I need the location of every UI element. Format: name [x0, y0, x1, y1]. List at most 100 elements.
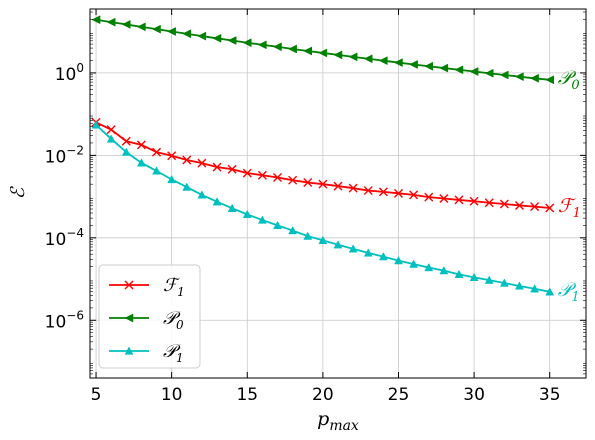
data-point	[197, 31, 207, 41]
marker-stroke	[242, 168, 252, 178]
data-point	[333, 50, 343, 60]
marker-stroke	[152, 147, 162, 157]
marker-stroke	[514, 200, 524, 210]
y-tick-label: 10−2	[45, 143, 84, 167]
x-tick-label: 30	[463, 385, 485, 405]
marker-stroke	[136, 140, 146, 150]
data-point	[348, 244, 358, 253]
data-point	[106, 134, 116, 143]
data-point	[136, 22, 146, 32]
data-point	[151, 24, 161, 34]
x-tick-label: 15	[236, 385, 258, 405]
data-point	[348, 52, 358, 62]
marker-stroke	[318, 179, 328, 189]
marker-stroke	[121, 136, 131, 146]
data-point	[288, 226, 298, 235]
y-tick-label: 10−4	[45, 226, 84, 250]
data-point	[318, 179, 328, 189]
marker-stroke	[393, 188, 403, 198]
data-point	[499, 278, 509, 287]
marker-stroke	[348, 183, 358, 193]
data-point	[409, 190, 419, 200]
marker-stroke	[288, 175, 298, 185]
marker-stroke	[469, 196, 479, 206]
data-point	[514, 200, 524, 210]
data-point	[499, 70, 509, 80]
data-point	[121, 20, 131, 29]
data-point	[124, 280, 134, 290]
data-point	[182, 182, 192, 191]
marker-stroke	[363, 186, 373, 196]
marker-stroke	[378, 187, 388, 197]
data-point	[257, 40, 267, 50]
x-axis-label: pmax	[317, 408, 359, 434]
data-point	[409, 60, 418, 69]
data-point	[454, 269, 464, 279]
marker-stroke	[484, 198, 494, 208]
data-point	[288, 175, 298, 185]
data-point	[499, 199, 509, 209]
marker-stroke	[439, 193, 449, 203]
data-point	[242, 168, 252, 178]
data-point	[318, 235, 328, 244]
plot-frame	[89, 8, 587, 379]
data-point	[124, 346, 134, 355]
data-point	[439, 63, 449, 73]
data-point	[242, 209, 252, 219]
data-point	[136, 140, 146, 150]
y-tick-label: 10−6	[45, 308, 84, 332]
data-point	[257, 215, 267, 224]
data-point	[303, 177, 313, 187]
data-point	[424, 61, 433, 71]
series-2	[91, 120, 555, 296]
x-tick-label: 10	[161, 385, 183, 405]
data-point	[484, 68, 494, 78]
series-1	[91, 15, 554, 85]
marker-stroke	[227, 164, 237, 174]
data-point	[167, 27, 176, 36]
data-point	[318, 48, 328, 58]
data-point	[121, 136, 131, 146]
data-point	[303, 231, 313, 240]
legend-box	[98, 264, 201, 369]
data-point	[272, 42, 282, 52]
data-point	[530, 73, 539, 83]
data-point	[167, 174, 177, 184]
x-tick-label: 5	[91, 385, 102, 405]
marker-stroke	[454, 195, 464, 205]
data-point	[545, 287, 555, 296]
data-point	[363, 248, 373, 257]
data-point	[424, 192, 434, 202]
data-point	[136, 158, 146, 167]
data-point	[484, 198, 494, 208]
data-point	[394, 256, 403, 265]
data-point	[363, 186, 373, 196]
data-point	[378, 252, 388, 261]
data-point	[530, 284, 540, 293]
marker-stroke	[124, 280, 134, 290]
marker-stroke	[409, 190, 419, 200]
data-point	[273, 173, 283, 183]
data-point	[152, 147, 162, 157]
data-point	[424, 263, 434, 272]
x-tick-label: 20	[312, 385, 334, 405]
data-point	[454, 65, 464, 75]
marker-stroke	[333, 181, 343, 191]
x-tick-label: 25	[388, 385, 410, 405]
data-point	[91, 120, 101, 129]
data-point	[303, 46, 313, 56]
data-point	[106, 125, 116, 135]
marker-stroke	[212, 162, 222, 172]
data-point	[514, 72, 524, 82]
data-point	[393, 188, 403, 198]
data-point	[197, 158, 207, 168]
data-point	[333, 240, 343, 249]
y-tick-label: 100	[55, 61, 84, 85]
data-point	[333, 181, 343, 191]
data-point	[182, 29, 192, 39]
data-point	[121, 147, 131, 156]
data-point	[439, 193, 449, 203]
